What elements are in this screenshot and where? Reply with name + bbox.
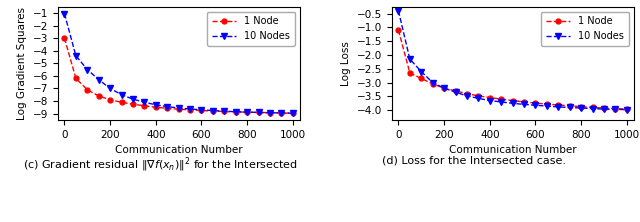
10 Nodes	[175, 107, 182, 109]
Y-axis label: Log Gradient Squares: Log Gradient Squares	[17, 7, 27, 120]
1 Node	[429, 83, 436, 85]
1 Node	[255, 111, 262, 114]
1 Node	[83, 88, 91, 91]
1 Node	[486, 96, 493, 99]
10 Nodes	[152, 103, 159, 106]
1 Node	[118, 101, 125, 104]
10 Nodes	[209, 109, 217, 112]
Text: (d) Loss for the Intersected case.: (d) Loss for the Intersected case.	[381, 155, 566, 165]
1 Node	[623, 108, 630, 110]
10 Nodes	[198, 109, 205, 111]
1 Node	[175, 108, 182, 111]
10 Nodes	[61, 12, 68, 15]
1 Node	[266, 111, 274, 114]
1 Node	[129, 103, 137, 105]
10 Nodes	[243, 111, 251, 113]
1 Node	[440, 87, 448, 89]
1 Node	[186, 109, 194, 111]
1 Node	[61, 37, 68, 40]
1 Node	[106, 98, 114, 101]
Legend: 1 Node, 10 Nodes: 1 Node, 10 Nodes	[541, 12, 628, 46]
10 Nodes	[554, 106, 562, 108]
Legend: 1 Node, 10 Nodes: 1 Node, 10 Nodes	[207, 12, 295, 46]
1 Node	[589, 106, 596, 109]
10 Nodes	[95, 78, 102, 81]
10 Nodes	[589, 107, 596, 110]
1 Node	[72, 77, 80, 80]
10 Nodes	[255, 111, 262, 114]
Line: 10 Nodes: 10 Nodes	[61, 11, 296, 116]
10 Nodes	[129, 98, 137, 100]
1 Node	[95, 95, 102, 97]
1 Node	[554, 104, 562, 106]
10 Nodes	[220, 110, 228, 113]
10 Nodes	[474, 97, 482, 100]
10 Nodes	[497, 101, 505, 103]
10 Nodes	[577, 107, 585, 109]
10 Nodes	[600, 108, 608, 110]
10 Nodes	[532, 104, 540, 107]
1 Node	[474, 95, 482, 97]
1 Node	[220, 110, 228, 113]
10 Nodes	[611, 108, 619, 111]
1 Node	[566, 105, 573, 107]
1 Node	[520, 101, 528, 103]
1 Node	[497, 98, 505, 101]
1 Node	[417, 77, 425, 80]
10 Nodes	[566, 106, 573, 109]
10 Nodes	[163, 105, 171, 108]
Line: 1 Node: 1 Node	[62, 36, 295, 116]
1 Node	[611, 107, 619, 110]
10 Nodes	[452, 91, 460, 94]
X-axis label: Communication Number: Communication Number	[449, 145, 577, 155]
1 Node	[232, 111, 239, 113]
Text: (c) Gradient residual $\|\nabla f(x_n)\|^2$ for the Intersected: (c) Gradient residual $\|\nabla f(x_n)\|…	[22, 155, 298, 174]
1 Node	[532, 102, 540, 104]
10 Nodes	[417, 70, 425, 73]
10 Nodes	[440, 87, 448, 89]
1 Node	[289, 112, 296, 115]
Line: 10 Nodes: 10 Nodes	[396, 8, 630, 112]
10 Nodes	[266, 111, 274, 114]
1 Node	[406, 72, 413, 74]
1 Node	[509, 99, 516, 102]
10 Nodes	[289, 112, 296, 115]
10 Nodes	[463, 95, 471, 97]
Line: 1 Node: 1 Node	[396, 28, 629, 111]
10 Nodes	[623, 108, 630, 111]
10 Nodes	[486, 99, 493, 102]
1 Node	[198, 109, 205, 112]
10 Nodes	[395, 10, 403, 12]
10 Nodes	[83, 68, 91, 71]
1 Node	[395, 29, 403, 32]
10 Nodes	[278, 112, 285, 114]
1 Node	[463, 92, 471, 95]
1 Node	[152, 106, 159, 109]
10 Nodes	[186, 108, 194, 110]
10 Nodes	[509, 102, 516, 105]
1 Node	[543, 103, 550, 105]
X-axis label: Communication Number: Communication Number	[115, 145, 243, 155]
1 Node	[141, 105, 148, 107]
10 Nodes	[232, 110, 239, 113]
1 Node	[577, 105, 585, 108]
10 Nodes	[520, 103, 528, 106]
10 Nodes	[118, 93, 125, 96]
1 Node	[209, 110, 217, 112]
10 Nodes	[543, 105, 550, 107]
1 Node	[163, 107, 171, 110]
Y-axis label: Log Loss: Log Loss	[341, 41, 351, 86]
10 Nodes	[141, 101, 148, 104]
1 Node	[278, 112, 285, 114]
10 Nodes	[106, 87, 114, 90]
10 Nodes	[72, 54, 80, 57]
1 Node	[600, 107, 608, 109]
10 Nodes	[429, 81, 436, 84]
1 Node	[243, 111, 251, 113]
10 Nodes	[406, 58, 413, 60]
1 Node	[452, 89, 460, 92]
